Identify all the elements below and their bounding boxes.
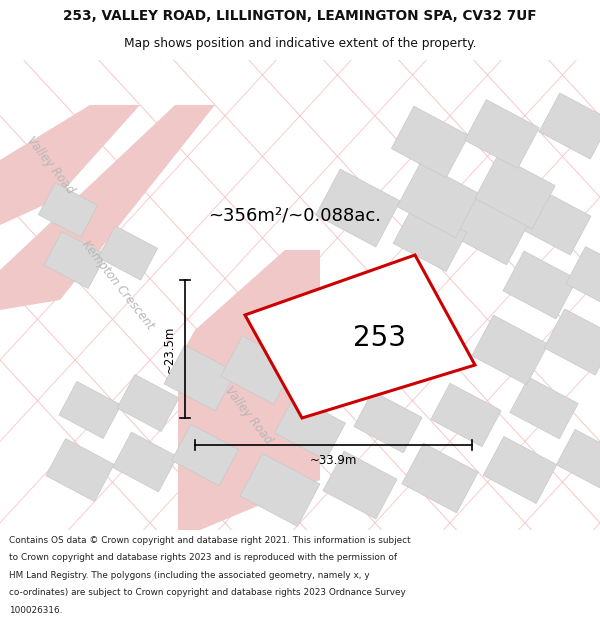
Polygon shape: [323, 451, 397, 519]
Polygon shape: [472, 315, 548, 385]
Polygon shape: [431, 383, 501, 447]
Polygon shape: [98, 226, 158, 280]
Polygon shape: [59, 381, 121, 439]
Polygon shape: [172, 424, 238, 486]
Polygon shape: [245, 255, 475, 418]
Text: ~356m²/~0.088ac.: ~356m²/~0.088ac.: [209, 206, 382, 224]
Text: to Crown copyright and database rights 2023 and is reproduced with the permissio: to Crown copyright and database rights 2…: [9, 553, 397, 562]
Polygon shape: [556, 429, 600, 491]
Polygon shape: [397, 162, 479, 238]
Text: HM Land Registry. The polygons (including the associated geometry, namely x, y: HM Land Registry. The polygons (includin…: [9, 571, 370, 580]
Polygon shape: [113, 432, 178, 492]
Polygon shape: [510, 378, 578, 439]
Polygon shape: [0, 105, 140, 225]
Polygon shape: [0, 105, 215, 310]
Polygon shape: [354, 391, 422, 452]
Polygon shape: [544, 309, 600, 375]
Text: Kempton Crescent: Kempton Crescent: [79, 238, 157, 332]
Polygon shape: [465, 99, 539, 168]
Text: 100026316.: 100026316.: [9, 606, 62, 615]
Text: 253, VALLEY ROAD, LILLINGTON, LEAMINGTON SPA, CV32 7UF: 253, VALLEY ROAD, LILLINGTON, LEAMINGTON…: [63, 9, 537, 23]
Text: 253: 253: [353, 324, 406, 352]
Text: ~23.5m: ~23.5m: [163, 325, 176, 372]
Polygon shape: [519, 189, 591, 255]
Text: Valley Road: Valley Road: [221, 384, 274, 446]
Polygon shape: [221, 336, 295, 404]
Polygon shape: [275, 396, 346, 460]
Text: Valley Road: Valley Road: [23, 134, 76, 196]
Polygon shape: [402, 443, 478, 513]
Polygon shape: [393, 204, 467, 271]
Text: Map shows position and indicative extent of the property.: Map shows position and indicative extent…: [124, 38, 476, 50]
Polygon shape: [452, 195, 528, 265]
Text: co-ordinates) are subject to Crown copyright and database rights 2023 Ordnance S: co-ordinates) are subject to Crown copyr…: [9, 588, 406, 598]
Text: Contains OS data © Crown copyright and database right 2021. This information is : Contains OS data © Crown copyright and d…: [9, 536, 410, 545]
Polygon shape: [316, 169, 400, 247]
Polygon shape: [38, 183, 98, 237]
Polygon shape: [566, 246, 600, 309]
Polygon shape: [164, 345, 236, 411]
Polygon shape: [539, 93, 600, 159]
Polygon shape: [475, 155, 555, 229]
Polygon shape: [46, 439, 114, 501]
Polygon shape: [117, 374, 179, 431]
Polygon shape: [503, 251, 577, 319]
Polygon shape: [178, 250, 320, 530]
Polygon shape: [391, 106, 469, 178]
Text: ~33.9m: ~33.9m: [310, 454, 357, 466]
Polygon shape: [44, 231, 106, 289]
Polygon shape: [240, 454, 320, 526]
Polygon shape: [483, 436, 557, 504]
